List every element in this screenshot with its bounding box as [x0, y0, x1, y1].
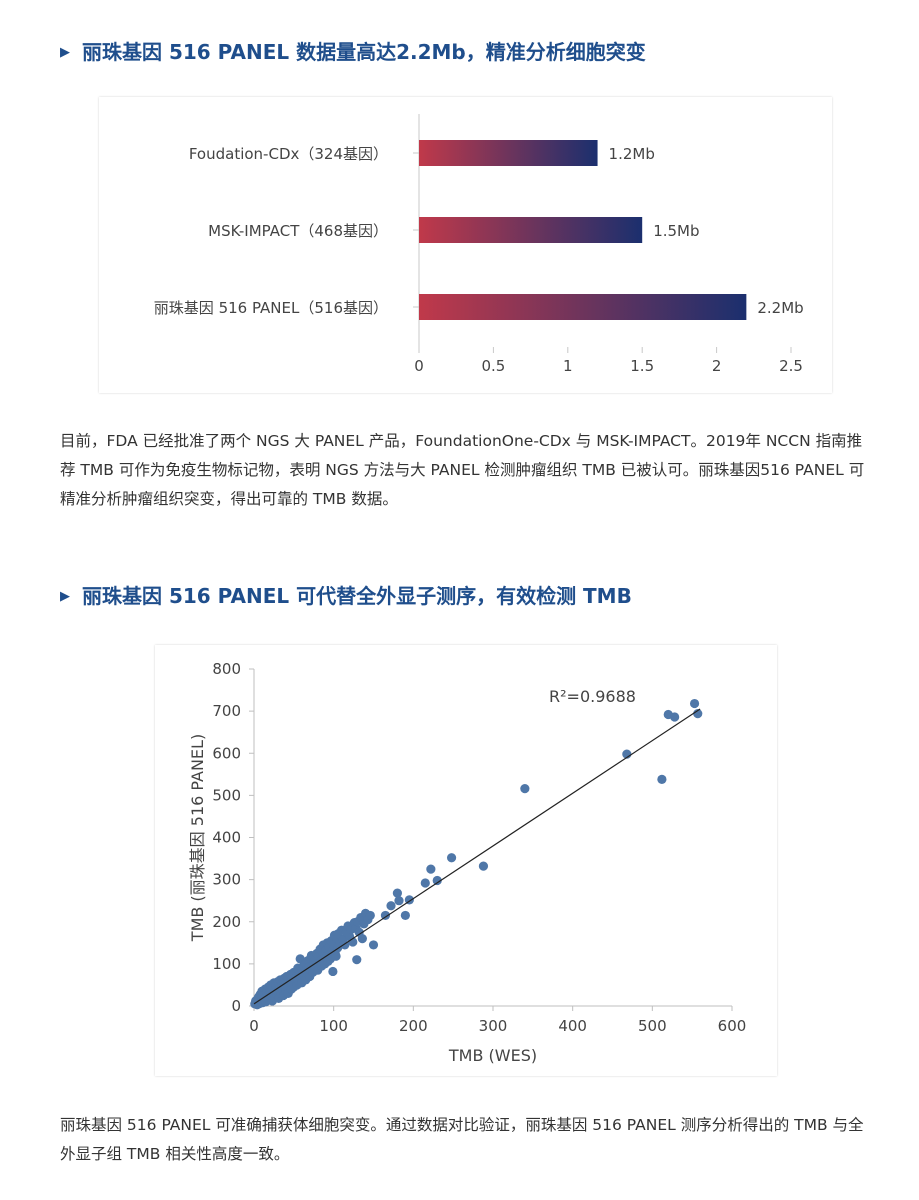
- scatter-point: [365, 910, 375, 921]
- scatter-chart: 0 100 200 300 400 500 600 700 800 0 100 200 300 400 50…: [188, 660, 747, 1065]
- scatter-y-tick-label: 200: [212, 913, 241, 931]
- scatter-point: [380, 910, 391, 921]
- scatter-point: [670, 712, 680, 722]
- scatter-y-tick-label: 800: [212, 660, 241, 678]
- scatter-x-tick-label: 100: [319, 1017, 348, 1035]
- scatter-point: [392, 888, 402, 898]
- section1-paragraph: 目前，FDA 已经批准了两个 NGS 大 PANEL 产品，Foundation…: [60, 432, 865, 508]
- section2-paragraph: 丽珠基因 516 PANEL 可准确捕获体细胞突变。通过数据对比验证，丽珠基因 …: [60, 1116, 864, 1163]
- bar-data-label: 2.2Mb: [757, 299, 803, 317]
- scatter-x-tick-label: 500: [638, 1017, 667, 1035]
- bar: [419, 140, 598, 166]
- section2-heading-text: 丽珠基因 516 PANEL 可代替全外显子测序，有效检测 TMB: [82, 584, 632, 608]
- scatter-point: [357, 934, 367, 944]
- scatter-point: [426, 864, 436, 874]
- scatter-point: [352, 955, 362, 965]
- scatter-point: [657, 774, 667, 784]
- scatter-point: [368, 940, 379, 950]
- bar-data-label: 1.2Mb: [609, 145, 655, 163]
- r-squared-annotation: R²=0.9688: [549, 687, 636, 706]
- bar-x-tick-label: 0.5: [481, 357, 505, 375]
- bar-chart-panel: Foudation-CDx（324基因） 1.2Mb MSK-IMPACT（468基…: [99, 97, 832, 393]
- bar-x-tick-label: 0: [414, 357, 424, 375]
- bar-chart: Foudation-CDx（324基因） 1.2Mb MSK-IMPACT（468基…: [154, 114, 804, 375]
- bar-x-tick-label: 1: [563, 357, 573, 375]
- scatter-y-tick-label: 700: [212, 702, 241, 720]
- scatter-x-tick-label: 300: [479, 1017, 508, 1035]
- triangle-bullet-icon: ▶: [60, 45, 70, 60]
- scatter-y-tick-label: 400: [212, 829, 241, 847]
- bar-x-tick-label: 2.5: [779, 357, 803, 375]
- bar: [419, 294, 747, 320]
- bar-category-label: 丽珠基因 516 PANEL（516基因）: [154, 299, 388, 317]
- scatter-y-tick-label: 0: [231, 997, 241, 1015]
- scatter-y-tick-label: 500: [212, 786, 241, 804]
- section2-heading: ▶ 丽珠基因 516 PANEL 可代替全外显子测序，有效检测 TMB: [60, 580, 632, 609]
- scatter-x-tick-label: 600: [718, 1017, 747, 1035]
- scatter-x-tick-label: 400: [558, 1017, 587, 1035]
- scatter-y-tick-label: 300: [212, 871, 241, 889]
- bar-x-tick-label: 1.5: [630, 357, 654, 375]
- bar: [419, 217, 643, 243]
- scatter-point: [394, 896, 404, 906]
- scatter-y-axis-title: TMB (丽珠基因 516 PANEL): [188, 734, 207, 942]
- scatter-point: [520, 784, 530, 794]
- scatter-y-tick-label: 100: [212, 955, 241, 973]
- bar-category-label: MSK-IMPACT（468基因）: [208, 222, 388, 240]
- scatter-point: [446, 853, 457, 863]
- bar-data-label: 1.5Mb: [653, 222, 699, 240]
- scatter-point: [386, 901, 396, 911]
- bar-x-tick-label: 2: [712, 357, 722, 375]
- scatter-point: [689, 698, 700, 709]
- scatter-x-axis-title: TMB (WES): [448, 1046, 537, 1065]
- scatter-chart-panel: 0 100 200 300 400 500 600 700 800 0 100 200 300 400 50…: [155, 645, 777, 1076]
- triangle-bullet-icon: ▶: [60, 589, 70, 604]
- scatter-x-tick-label: 200: [399, 1017, 428, 1035]
- scatter-y-tick-label: 600: [212, 744, 241, 762]
- section1-heading-text: 丽珠基因 516 PANEL 数据量高达2.2Mb，精准分析细胞突变: [82, 40, 646, 64]
- scatter-point: [420, 878, 430, 888]
- bar-category-label: Foudation-CDx（324基因）: [189, 145, 388, 163]
- scatter-point: [478, 861, 489, 871]
- scatter-point: [693, 709, 703, 719]
- scatter-point: [400, 910, 410, 921]
- scatter-point: [432, 875, 442, 886]
- scatter-point: [328, 966, 338, 977]
- scatter-point: [331, 951, 341, 961]
- regression-line: [253, 708, 701, 1005]
- scatter-x-tick-label: 0: [249, 1017, 259, 1035]
- section1-heading: ▶ 丽珠基因 516 PANEL 数据量高达2.2Mb，精准分析细胞突变: [60, 36, 646, 65]
